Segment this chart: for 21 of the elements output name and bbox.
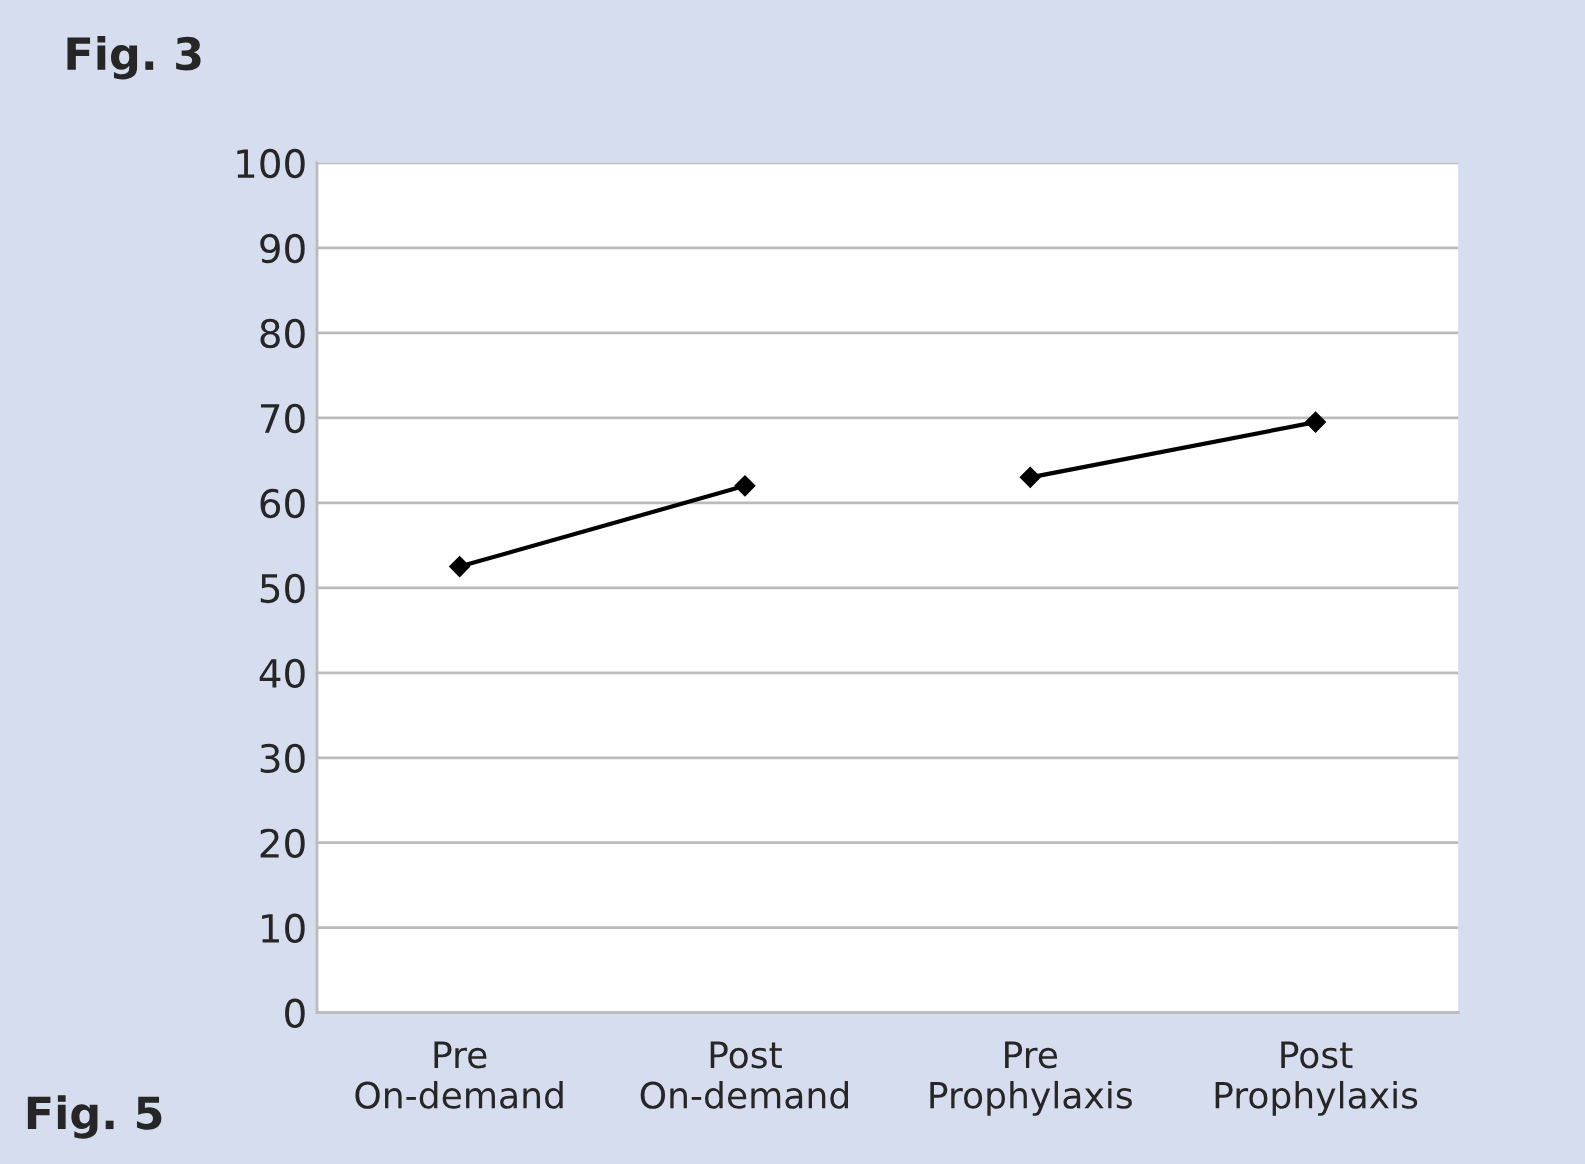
y-tick-label: 80 — [260, 318, 305, 349]
y-tick-label: 60 — [260, 488, 305, 519]
point — [1019, 466, 1041, 488]
x-tick-label: Post Prophylaxis — [1215, 1041, 1418, 1116]
y-tick-label: 50 — [260, 573, 305, 604]
y-tick-label: 0 — [285, 998, 305, 1029]
point — [1305, 411, 1327, 433]
y-tick-label: 40 — [259, 658, 305, 689]
y-tick-label: 70 — [260, 403, 305, 434]
y-tick-label: 20 — [260, 828, 305, 859]
x-tick-label: Pre Prophylaxis — [930, 1041, 1132, 1116]
y-tick-label: 100 — [237, 148, 305, 179]
chart-title: Fig. 3 — [67, 36, 201, 80]
y-tick-label: 30 — [260, 743, 305, 774]
x-tick-label: Post On-demand — [640, 1041, 848, 1109]
y-tick-label: 90 — [260, 233, 305, 264]
x-tick-label: Pre On-demand — [355, 1041, 563, 1109]
point — [449, 556, 471, 578]
y-tick-label: 10 — [262, 913, 305, 944]
caption: Fig. 5 — [27, 1095, 162, 1139]
point — [734, 475, 756, 497]
